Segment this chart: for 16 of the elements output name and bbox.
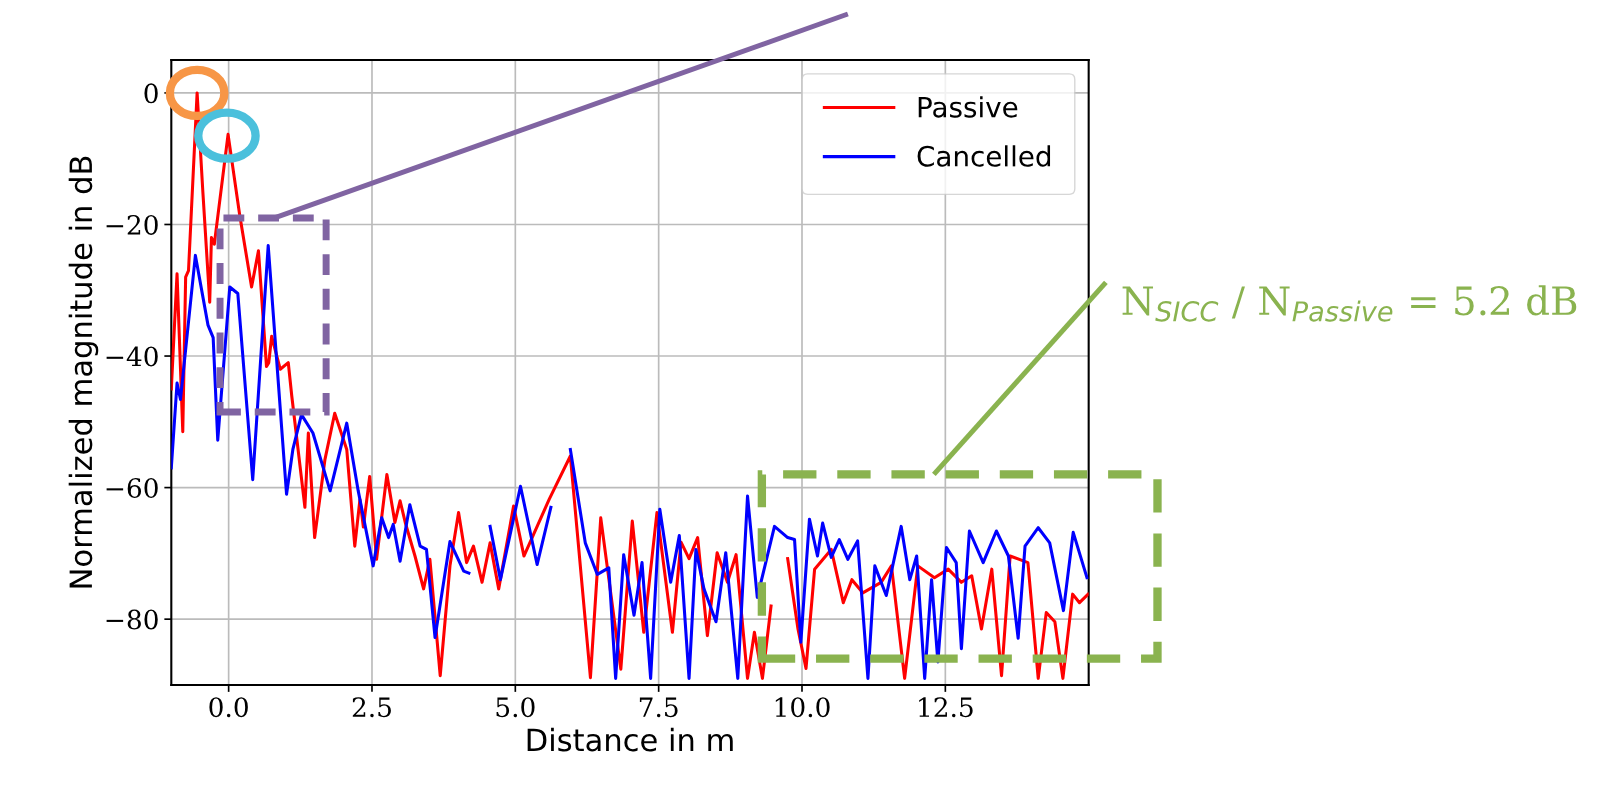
x-tick-label: 0.0 xyxy=(209,697,248,718)
legend-label: Passive xyxy=(918,96,1018,118)
x-tick-label: 12.5 xyxy=(919,697,973,718)
y-axis-title: Normalized magnitude in dB xyxy=(68,156,99,588)
y-tick-label: 0 xyxy=(144,83,158,104)
legend-label: Cancelled xyxy=(917,145,1051,167)
x-axis-title: Distance in m xyxy=(527,727,733,752)
x-tick-label: 10.0 xyxy=(775,697,830,718)
y-tick-label: −40 xyxy=(106,346,158,367)
x-tick-label: 2.5 xyxy=(352,697,391,718)
y-tick-label: −60 xyxy=(106,478,158,498)
y-tick-label: −20 xyxy=(106,214,158,235)
x-tick-label: 5.0 xyxy=(496,697,535,718)
y-tick-label: −80 xyxy=(106,609,158,630)
x-tick-label: 7.5 xyxy=(639,697,678,718)
text: N$_{SICC}$ / N$_{Passive}$ = 5.2 dB xyxy=(1122,285,1577,322)
